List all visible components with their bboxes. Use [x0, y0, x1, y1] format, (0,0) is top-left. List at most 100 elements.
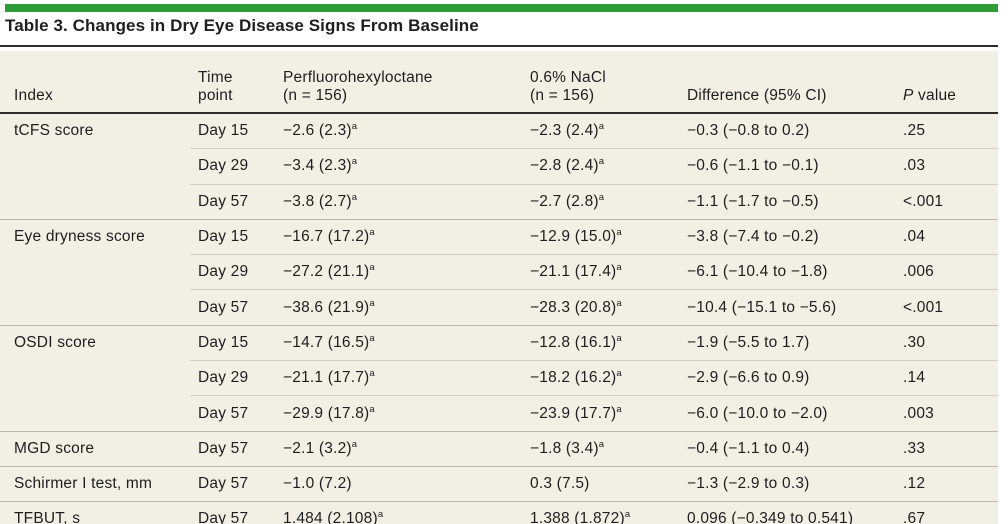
accent-bar: [5, 4, 998, 12]
cell-drug-value: −2.6 (2.3)a: [276, 113, 523, 149]
cell-p-value: .003: [896, 395, 998, 432]
cell-index: MGD score: [0, 430, 190, 467]
col-header-nacl-name: 0.6% NaCl: [530, 69, 606, 86]
table-row: Eye dryness score Day 15 −16.7 (17.2)a −12.…: [0, 218, 998, 255]
cell-drug-value: −27.2 (21.1)a: [276, 254, 523, 290]
col-header-time-line2: point: [198, 86, 233, 104]
cell-difference: −1.1 (−1.7 to −0.5): [680, 183, 896, 220]
cell-index: [0, 148, 190, 185]
table-row: TFBUT, s Day 57 1.484 (2.108)a 1.388 (1.872…: [0, 501, 998, 524]
cell-difference: −6.0 (−10.0 to −2.0): [680, 395, 896, 432]
cell-index: [0, 289, 190, 326]
cell-index: [0, 183, 190, 220]
cell-difference: −1.3 (−2.9 to 0.3): [680, 465, 896, 502]
table-row: Day 57 −38.6 (21.9)a −28.3 (20.8)a −10.4 (−…: [0, 289, 998, 326]
col-header-drug-name: Perfluorohexyloctane: [283, 69, 433, 86]
cell-p-value: .04: [896, 218, 998, 255]
cell-nacl-value: 1.388 (1.872)a: [523, 501, 680, 524]
cell-nacl-value: −21.1 (17.4)a: [523, 254, 680, 290]
cell-drug-value: 1.484 (2.108)a: [276, 501, 523, 524]
cell-difference: −6.1 (−10.4 to −1.8): [680, 254, 896, 290]
cell-index: [0, 395, 190, 432]
cell-p-value: .33: [896, 430, 998, 467]
p-italic: P: [903, 86, 914, 104]
cell-difference: −0.6 (−1.1 to −0.1): [680, 148, 896, 185]
col-header-perfluorohexyloctane: Perfluorohexyloctane (n = 156): [276, 51, 523, 114]
cell-time-point: Day 57: [190, 501, 276, 524]
table-row: tCFS score Day 15 −2.6 (2.3)a −2.3 (2.4)a −0…: [0, 113, 998, 149]
table-row: OSDI score Day 15 −14.7 (16.5)a −12.8 (16.1…: [0, 324, 998, 361]
cell-time-point: Day 15: [190, 113, 276, 149]
cell-nacl-value: −2.3 (2.4)a: [523, 113, 680, 149]
cell-p-value: .006: [896, 254, 998, 290]
p-rest: value: [913, 86, 957, 104]
table-body: tCFS score Day 15 −2.6 (2.3)a −2.3 (2.4)a −0…: [0, 113, 998, 524]
cell-drug-value: −21.1 (17.7)a: [276, 360, 523, 396]
cell-time-point: Day 29: [190, 254, 276, 290]
table-title: Table 3. Changes in Dry Eye Disease Sign…: [5, 16, 479, 35]
cell-difference: −10.4 (−15.1 to −5.6): [680, 289, 896, 326]
header-row: Index Time point Perfluorohexyloctane (n =…: [0, 51, 998, 114]
cell-p-value: .67: [896, 501, 998, 524]
cell-p-value: .03: [896, 148, 998, 185]
cell-p-value: .25: [896, 113, 998, 149]
cell-drug-value: −2.1 (3.2)a: [276, 430, 523, 467]
cell-time-point: Day 57: [190, 289, 276, 326]
col-header-nacl-n: (n = 156): [530, 86, 595, 104]
cell-nacl-value: −18.2 (16.2)a: [523, 360, 680, 396]
cell-difference: −0.4 (−1.1 to 0.4): [680, 430, 896, 467]
cell-nacl-value: −12.8 (16.1)a: [523, 324, 680, 361]
cell-drug-value: −14.7 (16.5)a: [276, 324, 523, 361]
cell-p-value: <.001: [896, 183, 998, 220]
cell-index: [0, 254, 190, 290]
cell-nacl-value: −1.8 (3.4)a: [523, 430, 680, 467]
cell-nacl-value: −28.3 (20.8)a: [523, 289, 680, 326]
table-row: Day 57 −29.9 (17.8)a −23.9 (17.7)a −6.0 (−1…: [0, 395, 998, 432]
col-header-time-line1: Time: [198, 69, 233, 86]
dry-eye-signs-table: Index Time point Perfluorohexyloctane (n =…: [0, 51, 998, 524]
col-header-time-point: Time point: [190, 51, 276, 114]
cell-index: [0, 360, 190, 396]
cell-time-point: Day 15: [190, 324, 276, 361]
cell-time-point: Day 57: [190, 183, 276, 220]
col-header-drug-n: (n = 156): [283, 86, 348, 104]
cell-drug-value: −3.8 (2.7)a: [276, 183, 523, 220]
cell-time-point: Day 57: [190, 465, 276, 502]
table-row: Day 29 −21.1 (17.7)a −18.2 (16.2)a −2.9 (−6…: [0, 360, 998, 396]
col-header-difference: Difference (95% CI): [680, 51, 896, 114]
table-row: Day 29 −27.2 (21.1)a −21.1 (17.4)a −6.1 (−1…: [0, 254, 998, 290]
cell-nacl-value: −23.9 (17.7)a: [523, 395, 680, 432]
cell-nacl-value: −2.8 (2.4)a: [523, 148, 680, 185]
cell-drug-value: −16.7 (17.2)a: [276, 218, 523, 255]
cell-index: Eye dryness score: [0, 218, 190, 255]
cell-time-point: Day 29: [190, 360, 276, 396]
cell-p-value: .14: [896, 360, 998, 396]
col-header-nacl: 0.6% NaCl (n = 156): [523, 51, 680, 114]
cell-nacl-value: −12.9 (15.0)a: [523, 218, 680, 255]
cell-drug-value: −1.0 (7.2): [276, 465, 523, 502]
cell-p-value: .30: [896, 324, 998, 361]
cell-index: tCFS score: [0, 113, 190, 149]
table-row: MGD score Day 57 −2.1 (3.2)a −1.8 (3.4)a −0.…: [0, 430, 998, 467]
table-header: Index Time point Perfluorohexyloctane (n =…: [0, 51, 998, 114]
title-rule: [0, 45, 998, 47]
cell-difference: −0.3 (−0.8 to 0.2): [680, 113, 896, 149]
cell-difference: −2.9 (−6.6 to 0.9): [680, 360, 896, 396]
col-header-p-value: P value: [896, 51, 998, 114]
cell-drug-value: −29.9 (17.8)a: [276, 395, 523, 432]
table-row: Day 57 −3.8 (2.7)a −2.7 (2.8)a −1.1 (−1.7 t…: [0, 183, 998, 220]
table-row: Schirmer I test, mm Day 57 −1.0 (7.2) 0.3 (…: [0, 465, 998, 502]
col-header-index: Index: [0, 51, 190, 114]
table-row: Day 29 −3.4 (2.3)a −2.8 (2.4)a −0.6 (−1.1 t…: [0, 148, 998, 185]
cell-time-point: Day 57: [190, 430, 276, 467]
cell-difference: 0.096 (−0.349 to 0.541): [680, 501, 896, 524]
cell-nacl-value: −2.7 (2.8)a: [523, 183, 680, 220]
cell-difference: −1.9 (−5.5 to 1.7): [680, 324, 896, 361]
cell-time-point: Day 29: [190, 148, 276, 185]
cell-drug-value: −3.4 (2.3)a: [276, 148, 523, 185]
cell-nacl-value: 0.3 (7.5): [523, 465, 680, 502]
cell-time-point: Day 15: [190, 218, 276, 255]
cell-drug-value: −38.6 (21.9)a: [276, 289, 523, 326]
cell-difference: −3.8 (−7.4 to −0.2): [680, 218, 896, 255]
